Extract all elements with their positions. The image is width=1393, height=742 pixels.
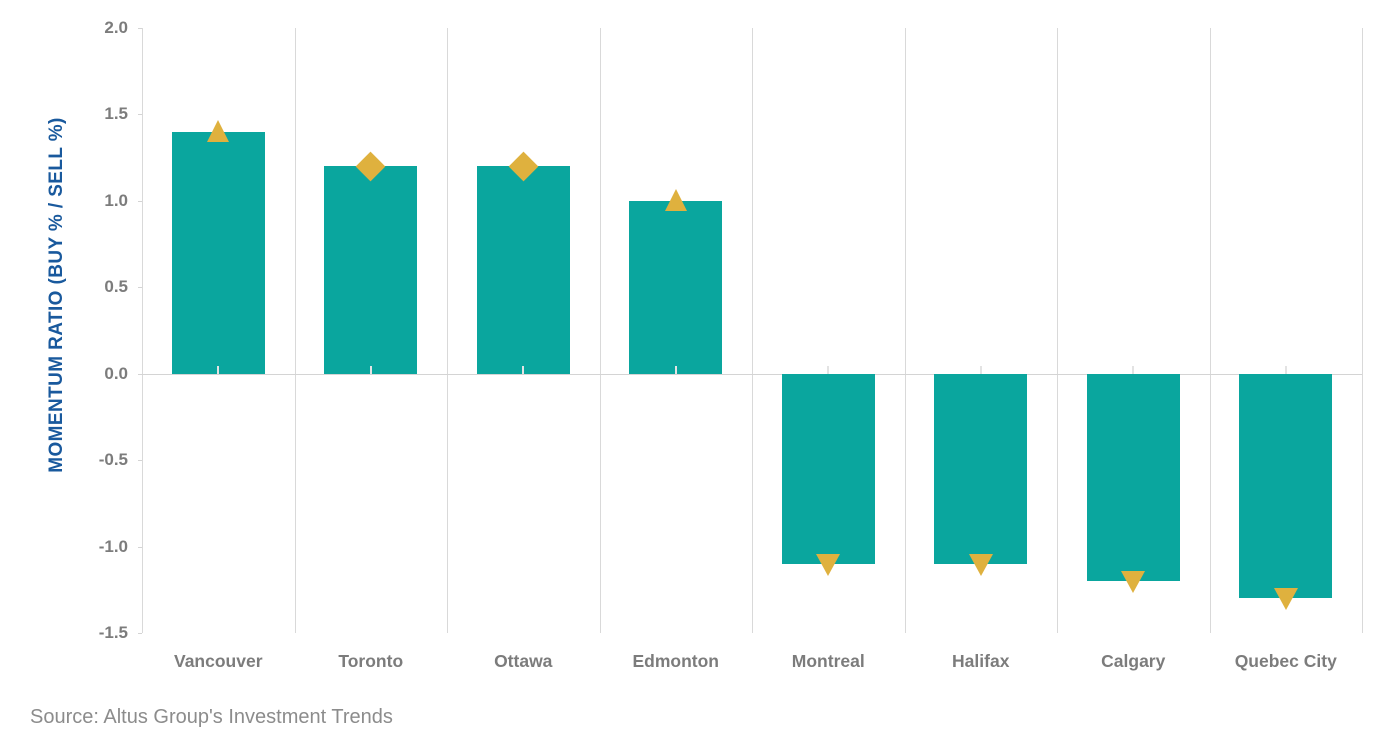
category-label: Quebec City — [1234, 651, 1337, 671]
category-gridline — [1362, 28, 1363, 633]
category-gridline — [294, 28, 296, 633]
category-label: Montreal — [791, 651, 865, 671]
zero-baseline — [142, 373, 1362, 375]
marker-triangle-down — [968, 553, 993, 576]
y-axis-tick-label: -1.5 — [98, 623, 128, 642]
bar-vancouver — [171, 131, 265, 374]
bar-calgary — [1086, 373, 1180, 582]
marker-triangle-down — [1121, 571, 1146, 594]
category-tick — [674, 365, 677, 374]
bar-halifax — [934, 373, 1028, 564]
marker-triangle-up — [664, 188, 687, 211]
category-label: Edmonton — [632, 651, 719, 671]
category-gridline — [1209, 28, 1211, 633]
category-tick — [217, 365, 220, 374]
y-axis-tick-label: 0.5 — [104, 277, 128, 297]
y-axis-tick — [138, 546, 142, 548]
source-note: Source: Altus Group's Investment Trends — [30, 706, 393, 728]
category-label: Toronto — [338, 651, 404, 671]
y-axis-tick — [138, 200, 142, 202]
y-axis-tick — [138, 287, 142, 289]
category-gridline — [904, 28, 906, 633]
category-label: Halifax — [952, 651, 1010, 671]
category-tick — [1132, 365, 1135, 374]
category-gridline — [447, 28, 448, 633]
marker-triangle-down — [1273, 588, 1298, 611]
y-axis-tick-label: 1.5 — [104, 104, 128, 124]
bar-edmonton — [629, 200, 723, 374]
y-axis-tick-label: 0.0 — [104, 363, 128, 383]
y-axis-tick-label: 1.0 — [104, 190, 128, 210]
bar-ottawa — [476, 166, 570, 374]
category-tick — [522, 365, 525, 374]
category-gridline — [599, 28, 601, 633]
bar-toronto — [324, 166, 418, 374]
category-tick — [369, 365, 372, 374]
y-axis-tick-label: -0.5 — [98, 450, 128, 470]
bar-montreal — [781, 373, 875, 564]
category-label: Calgary — [1101, 651, 1166, 671]
bar-quebec-city — [1239, 373, 1333, 599]
category-gridline — [1057, 28, 1058, 633]
category-tick — [979, 365, 982, 374]
marker-triangle-down — [816, 553, 841, 576]
y-axis-tick-label: -1.0 — [98, 536, 128, 556]
category-tick — [1284, 365, 1287, 374]
y-axis-tick — [138, 460, 142, 462]
category-label: Vancouver — [173, 651, 263, 671]
category-gridline — [752, 28, 753, 633]
y-axis-line — [142, 28, 143, 633]
y-axis-tick — [138, 114, 142, 116]
y-axis-tick — [138, 28, 142, 29]
category-tick — [827, 365, 830, 374]
category-label: Ottawa — [494, 651, 553, 671]
y-axis-tick — [138, 373, 142, 375]
marker-triangle-up — [207, 119, 230, 142]
y-axis-tick-label: 2.0 — [104, 18, 128, 37]
y-axis-tick — [138, 633, 142, 634]
